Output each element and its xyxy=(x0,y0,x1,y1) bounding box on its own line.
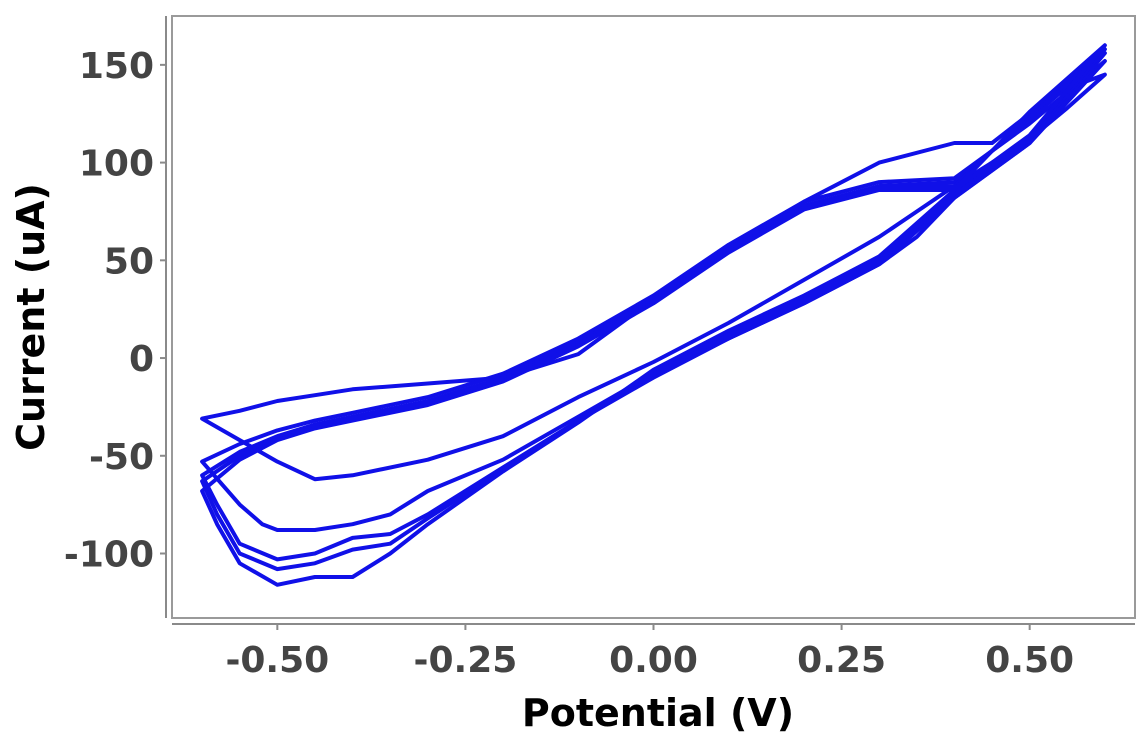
x-axis-title: Potential (V) xyxy=(522,691,794,734)
cv-cycle-4 xyxy=(200,47,1107,572)
x-tick-label: -0.50 xyxy=(225,640,329,681)
x-tick-label: 0.25 xyxy=(797,640,886,681)
cv-cycle-5 xyxy=(200,43,1107,587)
y-ticks: -100 -50 0 50 100 150 xyxy=(64,46,166,576)
cv-cycle-2 xyxy=(200,59,1107,532)
cv-cycle-1 xyxy=(200,72,1107,482)
y-tick-label: 50 xyxy=(104,241,154,282)
y-tick-label: 150 xyxy=(79,46,154,87)
y-tick-label: 0 xyxy=(129,339,154,380)
y-tick-label: -50 xyxy=(89,437,154,478)
series-group xyxy=(200,43,1107,587)
x-tick-label: 0.00 xyxy=(609,640,698,681)
y-axis-title: Current (uA) xyxy=(9,183,53,451)
x-tick-label: 0.50 xyxy=(985,640,1074,681)
plot-frame xyxy=(171,15,1136,619)
y-tick-label: -100 xyxy=(64,535,154,576)
cv-cycle-3 xyxy=(200,51,1107,562)
x-ticks: -0.50 -0.25 0.00 0.25 0.50 xyxy=(225,624,1074,681)
y-tick-label: 100 xyxy=(79,144,154,185)
x-tick-label: -0.25 xyxy=(414,640,518,681)
